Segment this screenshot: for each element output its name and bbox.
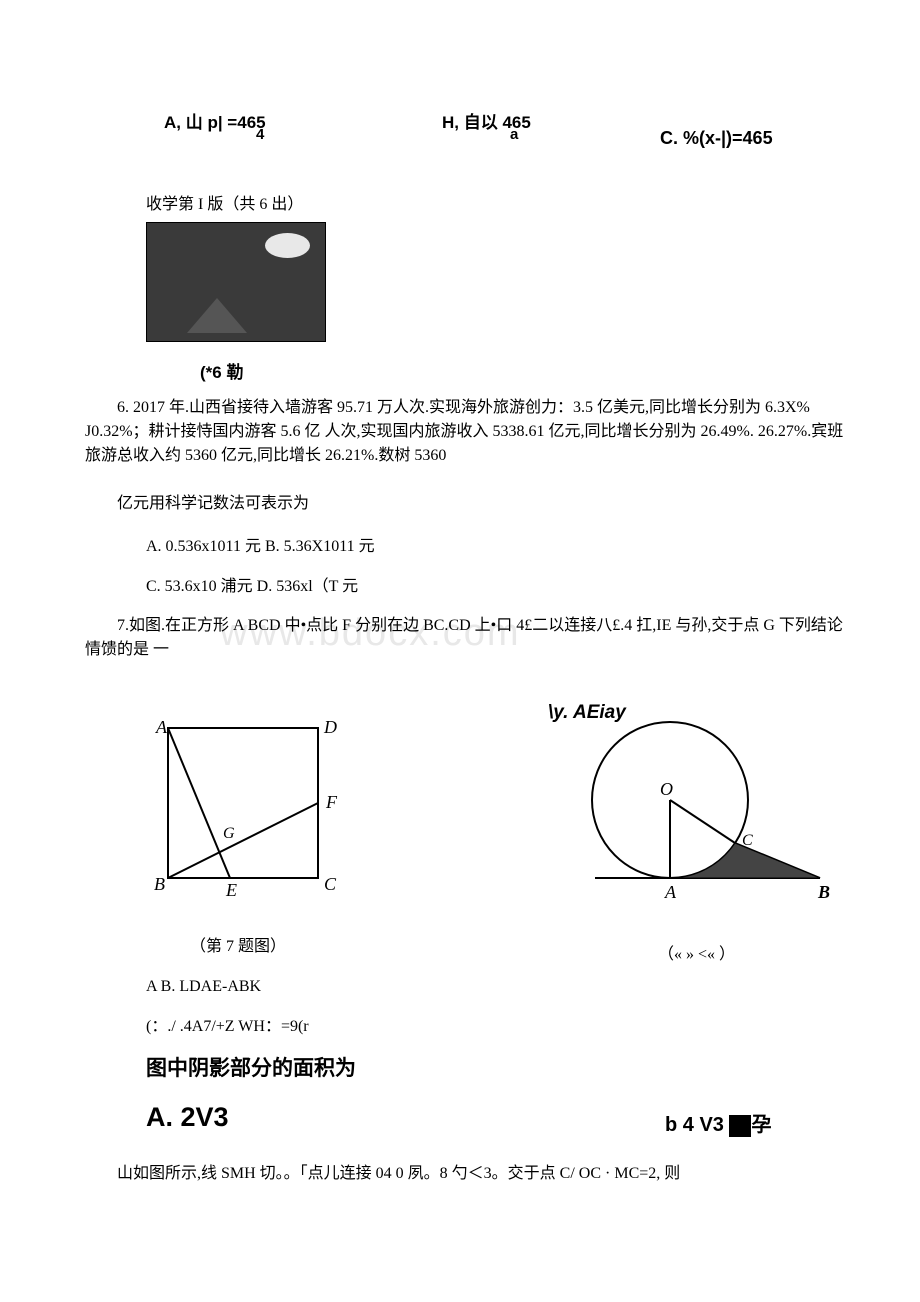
question-6-option-ab: A. 0.536x1011 元 B. 5.36X1011 元 xyxy=(146,532,375,556)
photo-cloud-shape xyxy=(265,233,310,258)
label-c2: C xyxy=(742,832,753,849)
question-8-figure-caption: （« » <« ） xyxy=(658,940,735,964)
label-g: G xyxy=(223,825,235,842)
label-a2: A xyxy=(664,882,677,902)
page-header: 收学第 I 版（共 6 出） xyxy=(146,190,303,214)
photo-caption: (*6 勒 xyxy=(200,358,243,383)
photo-mountain-shape xyxy=(187,298,247,333)
label-a: A xyxy=(155,718,168,737)
question-6-option-cd: C. 53.6x10 浦元 D. 536xl（T 元 xyxy=(146,572,358,596)
label-e: E xyxy=(225,880,237,900)
label-c: C xyxy=(324,874,337,894)
label-b: B xyxy=(154,874,165,894)
question-7-option-ab: A B. LDAE-ABK xyxy=(146,978,261,996)
black-square-icon xyxy=(729,1115,751,1137)
option-c-text: C. %(x-|)=465 xyxy=(660,128,773,149)
option-b-suffix: 孕 xyxy=(751,1114,771,1136)
label-o: O xyxy=(660,779,673,799)
option-b-text: b 4 V3 xyxy=(665,1114,729,1136)
question-7-option-c: (：./ .4A7/+Z WH：=9(r xyxy=(146,1012,309,1036)
option-h-sub: a xyxy=(510,126,518,143)
option-a-sub: 4 xyxy=(256,126,264,143)
label-b2: B xyxy=(817,882,830,902)
question-6-text2: 亿元用科学记数法可表示为 xyxy=(85,492,845,516)
question-8-intro: 图中阴影部分的面积为 xyxy=(146,1052,356,1082)
question-8-option-a: A. 2V3 xyxy=(146,1102,229,1133)
question-7-figure-caption: （第 7 题图） xyxy=(190,932,286,956)
scenic-photo xyxy=(146,222,326,342)
label-f: F xyxy=(325,792,338,812)
option-a-text: A, 山 p| =465 xyxy=(164,108,266,133)
question-7-figure: A D B C E F G xyxy=(148,718,348,938)
question-9-text: 山如图所示,线 SMH 切。。「点儿连接 04 0 夙。8 勺＜3。交于点 C/… xyxy=(85,1162,845,1186)
question-7-text: 7.如图.在正方形 A BCD 中•点比 F 分别在边 BC.CD 上•口 4£… xyxy=(85,614,845,662)
label-d: D xyxy=(323,718,337,737)
question-8-figure: O A B C xyxy=(560,700,840,940)
question-8-option-b: b 4 V3 孕 xyxy=(665,1108,771,1137)
question-6-text: 6. 2017 年.山西省接待入墙游客 95.71 万人次.实现海外旅游创力：3… xyxy=(85,396,845,468)
